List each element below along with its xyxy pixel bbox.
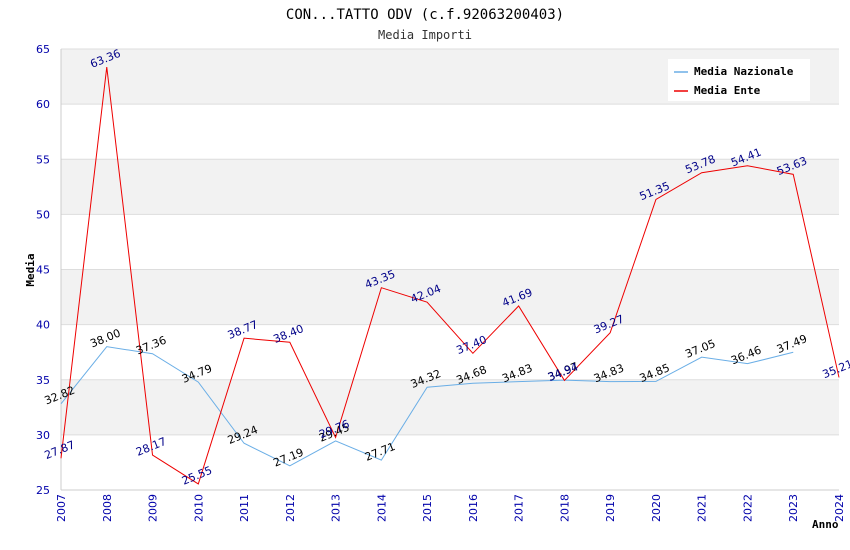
x-tick-label: 2021: [696, 494, 709, 522]
grid-band: [61, 434, 839, 490]
x-tick-label: 2016: [467, 494, 480, 522]
x-tick-label: 2024: [833, 494, 846, 522]
legend: Media Nazionale Media Ente: [668, 59, 810, 101]
x-tick-label: 2008: [101, 494, 114, 522]
grid-band: [61, 269, 839, 325]
x-tick-label: 2007: [55, 494, 68, 522]
x-tick-label: 2023: [787, 494, 800, 522]
y-tick-label: 45: [36, 264, 50, 277]
y-tick-label: 55: [36, 153, 50, 166]
x-tick-label: 2022: [741, 494, 754, 522]
y-tick-label: 35: [36, 374, 50, 387]
y-tick-label: 65: [36, 43, 50, 56]
x-tick-label: 2020: [650, 494, 663, 522]
legend-label-media-nazionale: Media Nazionale: [694, 65, 794, 78]
x-tick-label: 2017: [513, 494, 526, 522]
x-tick-label: 2013: [330, 494, 343, 522]
chart-subtitle: Media Importi: [378, 28, 472, 42]
y-tick-label: 40: [36, 319, 50, 332]
legend-box: [668, 59, 810, 101]
x-tick-label: 2015: [421, 494, 434, 522]
x-tick-label: 2014: [375, 494, 388, 522]
x-tick-label: 2010: [192, 494, 205, 522]
grid-band: [61, 324, 839, 380]
series-line-media-ente: [60, 67, 840, 485]
x-tick-label: 2012: [284, 494, 297, 522]
y-tick-label: 25: [36, 484, 50, 497]
x-tick-label: 2009: [147, 494, 160, 522]
grid-band: [61, 159, 839, 215]
legend-label-media-ente: Media Ente: [694, 84, 761, 97]
series-line-media-nazionale: [60, 346, 794, 467]
grid-band: [61, 214, 839, 270]
y-tick-label: 60: [36, 98, 50, 111]
grid-band: [61, 104, 839, 160]
x-tick-label: 2019: [604, 494, 617, 522]
x-axis-label: Anno: [812, 518, 839, 531]
y-tick-label: 30: [36, 429, 50, 442]
chart-title: CON...TATTO ODV (c.f.92063200403): [286, 7, 564, 23]
grid-band: [61, 379, 839, 435]
x-tick-label: 2011: [238, 494, 251, 522]
x-tick-label: 2018: [558, 494, 571, 522]
y-axis-label: Media: [24, 253, 37, 286]
y-tick-label: 50: [36, 208, 50, 221]
